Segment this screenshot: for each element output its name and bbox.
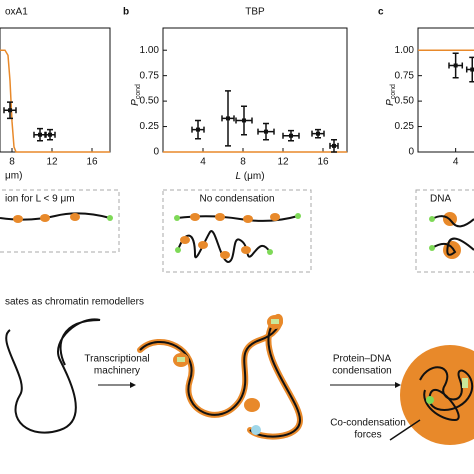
- caption-c: DNA: [430, 194, 451, 205]
- beads-a: [13, 213, 80, 223]
- caption-a: ion for L < 9 μm: [5, 194, 75, 205]
- step1-line2: machinery: [94, 366, 140, 377]
- data-point: [289, 133, 293, 138]
- y-label-sub: cond: [390, 84, 397, 99]
- box-c: [415, 189, 474, 273]
- y-tick-label: 0: [153, 147, 159, 158]
- fit-line: [0, 49, 110, 153]
- data-point: [196, 127, 200, 132]
- step1-line1: Transcriptional: [84, 354, 149, 365]
- step2-line2: condensation: [332, 366, 392, 377]
- forces-line1: Co-condensation: [330, 418, 406, 429]
- y-tick-label: 0.50: [395, 96, 415, 107]
- y-label: Pcond: [385, 84, 397, 106]
- x-tick-label: 12: [46, 157, 58, 168]
- y-tick-label: 0: [408, 147, 414, 158]
- y-tick-label: 0.75: [140, 70, 160, 81]
- forces-pointer: [389, 419, 421, 441]
- panel-title: oxA1: [5, 7, 28, 18]
- y-label: Pcond: [130, 84, 142, 106]
- y-tick-label: 0.25: [140, 121, 160, 132]
- x-label: L (μm): [235, 171, 264, 182]
- data-point: [316, 131, 320, 136]
- y-tick-label: 1.00: [140, 45, 160, 56]
- y-tick-label: 0.25: [395, 121, 415, 132]
- beads-b1: [190, 213, 280, 223]
- data-point: [453, 63, 458, 68]
- x-tick-label: 4: [453, 157, 459, 168]
- data-point: [264, 129, 268, 134]
- x-tick-label: 4: [200, 157, 206, 168]
- x-label-var: L: [235, 171, 241, 182]
- panel-letter: c: [378, 7, 384, 18]
- dna-loose: [5, 318, 101, 434]
- data-point: [38, 132, 42, 137]
- data-point: [48, 132, 52, 137]
- x-tick-label: 16: [317, 157, 329, 168]
- dna-condensed: [419, 366, 474, 422]
- y-label-main: P: [130, 99, 141, 106]
- y-tick-label: 0.75: [395, 70, 415, 81]
- data-point: [8, 108, 12, 113]
- end-a: [107, 215, 113, 221]
- box-a: [0, 189, 120, 253]
- data-point: [332, 143, 336, 148]
- dna-remodelled: [137, 314, 304, 440]
- caption-b: No condensation: [199, 194, 274, 205]
- x-label-unit: (μm): [244, 171, 265, 182]
- axes-frame: [417, 27, 474, 153]
- panel-title: TBP: [245, 7, 265, 18]
- x-tick-label: 8: [240, 157, 246, 168]
- data-point: [242, 118, 246, 123]
- step2-line1: Protein–DNA: [333, 354, 392, 365]
- dna-b2: [177, 230, 271, 264]
- x-label: μm): [5, 171, 22, 182]
- panel-letter: b: [123, 7, 129, 18]
- data-point: [470, 67, 474, 72]
- data-point: [226, 116, 230, 121]
- x-tick-label: 8: [9, 157, 15, 168]
- forces-line2: forces: [354, 430, 381, 441]
- box-b: [162, 189, 312, 273]
- x-tick-label: 16: [86, 157, 98, 168]
- y-tick-label: 0.50: [140, 96, 160, 107]
- y-label-sub: cond: [135, 84, 142, 99]
- y-tick-label: 1.00: [395, 45, 415, 56]
- condensate: [400, 345, 474, 445]
- y-label-main: P: [385, 99, 396, 106]
- x-tick-label: 12: [277, 157, 289, 168]
- bottom-title: sates as chromatin remodellers: [5, 297, 144, 308]
